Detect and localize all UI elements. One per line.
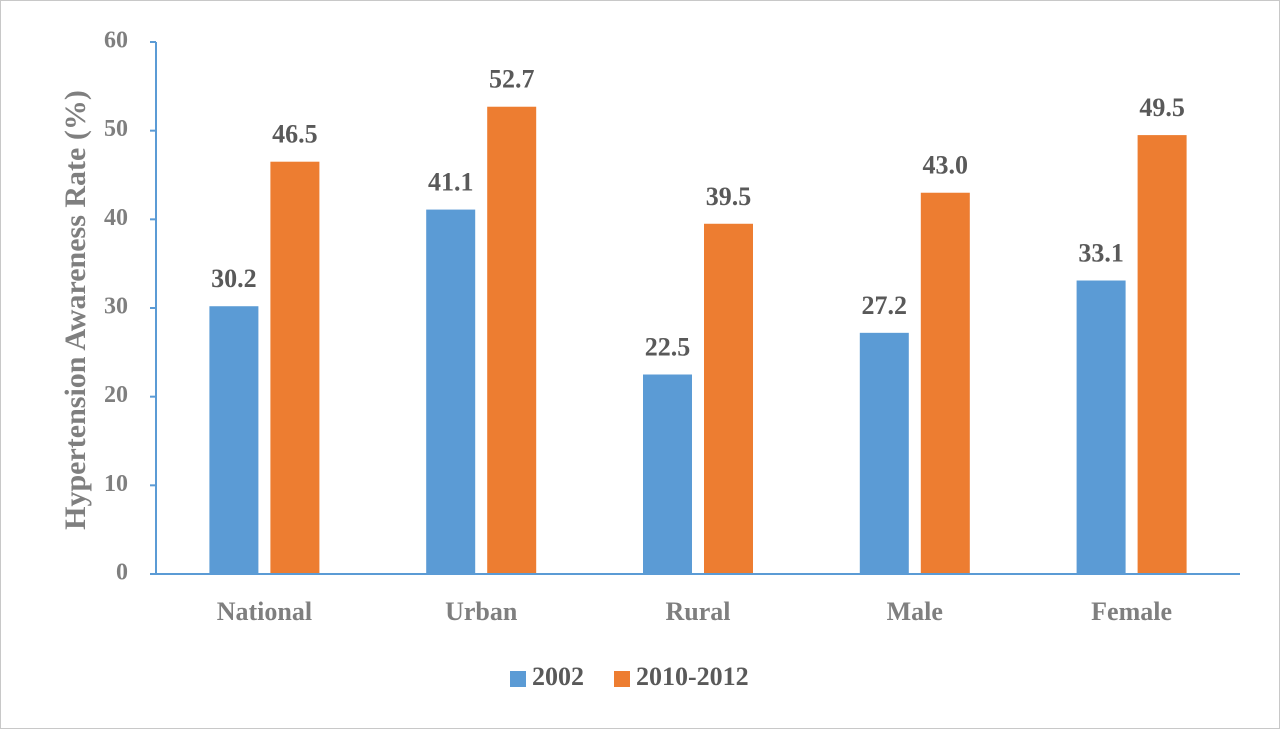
data-label-national-2002: 30.2	[211, 264, 257, 293]
y-tick-label: 10	[104, 471, 128, 497]
x-tick-label-male: Male	[887, 597, 943, 626]
y-tick-label: 20	[104, 382, 128, 408]
legend-label-2002: 2002	[532, 662, 584, 691]
y-tick-label: 50	[104, 116, 128, 142]
bar-rural-2002	[643, 374, 692, 574]
bar-female-2010-2012	[1137, 135, 1187, 574]
bar-male-2010-2012	[920, 192, 970, 574]
axes-group: 0 10 20 30 40 50 60	[104, 28, 1240, 586]
bars-group	[209, 106, 1187, 574]
data-label-rural-2002: 22.5	[645, 333, 691, 362]
labels-group: 30.2 46.5 National 41.1 52.7 Urban 22.5 39.5 Rur…	[211, 65, 1185, 626]
bar-national-2002	[209, 306, 259, 574]
y-axis-title: Hypertension Awareness Rate (%)	[59, 90, 92, 530]
data-label-female-2010-2012: 49.5	[1139, 93, 1185, 122]
data-label-urban-2002: 41.1	[428, 168, 474, 197]
data-label-female-2002: 33.1	[1078, 239, 1124, 268]
y-tick-label: 0	[116, 560, 128, 586]
bar-male-2002	[859, 332, 909, 574]
x-tick-label-rural: Rural	[666, 597, 731, 626]
legend-swatch-2002	[510, 671, 526, 687]
legend-swatch-2010-2012	[614, 671, 630, 687]
data-label-male-2010-2012: 43.0	[923, 151, 969, 180]
x-tick-label-national: National	[217, 597, 312, 626]
y-tick-label: 30	[104, 294, 128, 320]
data-label-male-2002: 27.2	[862, 291, 908, 320]
data-label-urban-2010-2012: 52.7	[489, 65, 535, 94]
x-tick-label-urban: Urban	[445, 597, 518, 626]
bar-rural-2010-2012	[704, 223, 753, 574]
bar-urban-2010-2012	[487, 106, 537, 574]
y-tick-label: 40	[104, 205, 128, 231]
bar-national-2010-2012	[270, 161, 320, 574]
legend: 2002 2010-2012	[510, 662, 749, 691]
data-label-rural-2010-2012: 39.5	[706, 182, 752, 211]
data-label-national-2010-2012: 46.5	[272, 120, 318, 149]
y-tick-label: 60	[104, 28, 128, 54]
x-tick-label-female: Female	[1091, 597, 1172, 626]
bar-female-2002	[1076, 280, 1126, 574]
legend-label-2010-2012: 2010-2012	[636, 662, 749, 691]
bar-urban-2002	[426, 209, 476, 574]
